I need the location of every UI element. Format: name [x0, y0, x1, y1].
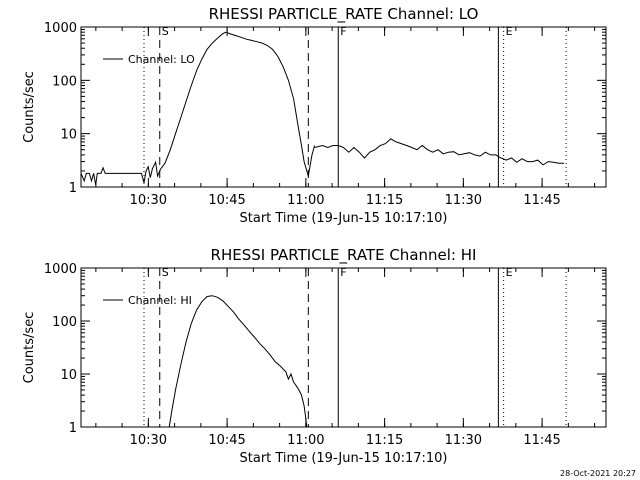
series-line: [80, 31, 316, 185]
y-tick-label: 100: [52, 315, 77, 330]
y-tick-label: 1: [69, 181, 77, 196]
x-tick-label: 11:45: [523, 433, 560, 448]
marker-label: F: [340, 266, 346, 279]
marker-label: E: [506, 25, 513, 38]
y-axis-label: Counts/sec: [22, 312, 37, 384]
x-tick-label: 11:45: [523, 193, 560, 208]
x-tick-label: 11:15: [366, 193, 403, 208]
legend-label: Channel: HI: [128, 294, 192, 307]
y-tick-label: 100: [52, 74, 77, 89]
marker-label: F: [340, 25, 346, 38]
series-line: [168, 295, 308, 428]
y-axis-label: Counts/sec: [22, 71, 37, 143]
x-tick-label: 11:30: [445, 433, 482, 448]
x-tick-label: 10:45: [208, 193, 245, 208]
x-tick-label: 10:45: [208, 433, 245, 448]
plot-frame: [80, 267, 607, 428]
y-tick-label: 1000: [44, 21, 77, 36]
plot-frame: [80, 26, 607, 188]
x-tick-label: 11:00: [287, 433, 324, 448]
x-axis-label: Start Time (19-Jun-15 10:17:10): [240, 451, 448, 466]
panel-hi: RHESSI PARTICLE_RATE Channel: HI 10:30 10:…: [22, 246, 607, 466]
series-line: [314, 138, 564, 166]
x-tick-label: 11:00: [287, 193, 324, 208]
x-tick-label: 11:15: [366, 433, 403, 448]
y-tick-label: 1: [69, 421, 77, 436]
x-axis-label: Start Time (19-Jun-15 10:17:10): [240, 211, 448, 226]
x-tick-label: 10:30: [130, 433, 167, 448]
x-tick-label: 11:30: [445, 193, 482, 208]
chart-title: RHESSI PARTICLE_RATE Channel: HI: [211, 246, 477, 265]
marker-label: E: [506, 266, 513, 279]
marker-label: S: [162, 266, 169, 279]
y-tick-label: 10: [60, 128, 77, 143]
x-tick-label: 10:30: [130, 193, 167, 208]
timestamp-label: 28-Oct-2021 20:27: [560, 469, 636, 478]
chart-title: RHESSI PARTICLE_RATE Channel: LO: [209, 5, 479, 24]
y-tick-label: 10: [60, 368, 77, 383]
y-tick-label: 1000: [44, 262, 77, 277]
panel-lo: RHESSI PARTICLE_RATE Channel: LO 10:30 10:…: [22, 5, 607, 226]
legend-label: Channel: LO: [128, 53, 195, 66]
marker-label: S: [162, 25, 169, 38]
